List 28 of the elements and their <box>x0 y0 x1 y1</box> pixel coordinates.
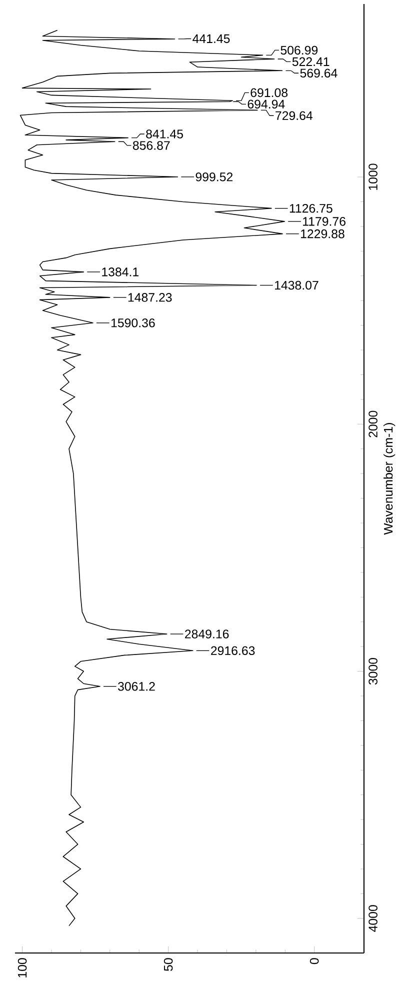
annotation: 1438.07 <box>275 280 318 290</box>
y-tick-label: 1000 <box>368 164 378 190</box>
annotation: 3061.2 <box>118 682 155 691</box>
annotation: 729.64 <box>276 111 312 120</box>
annotation: 1179.76 <box>303 217 346 226</box>
annotation: 1229.88 <box>301 229 344 238</box>
x-tick-label: 100 <box>18 958 27 978</box>
annotation: 441.45 <box>192 34 230 44</box>
annotation: 999.52 <box>196 172 233 182</box>
x-tick-label: 50 <box>164 958 173 971</box>
annotation: 1590.36 <box>111 318 155 328</box>
annotation: 856.87 <box>132 141 170 150</box>
y-axis-title: Wavenumber (cm-1) <box>384 423 396 535</box>
annotation: 1384.1 <box>102 268 138 276</box>
annotation: 522.41 <box>292 57 330 66</box>
y-tick-label: 2000 <box>368 410 378 438</box>
x-tick-label: 0 <box>310 958 319 964</box>
annotation: 569.64 <box>300 68 338 78</box>
y-tick-label: 4000 <box>368 905 378 932</box>
annotation: 691.08 <box>250 88 288 98</box>
y-tick-label: 3000 <box>368 658 378 685</box>
annotation: 841.45 <box>146 130 183 138</box>
annotation: 1126.75 <box>290 204 332 213</box>
annotation: 694.94 <box>248 100 285 109</box>
annotation: 2849.16 <box>185 630 229 638</box>
annotation: 506.99 <box>280 46 318 55</box>
annotation: 1487.23 <box>128 293 172 302</box>
annotation: 2916.63 <box>211 646 255 656</box>
